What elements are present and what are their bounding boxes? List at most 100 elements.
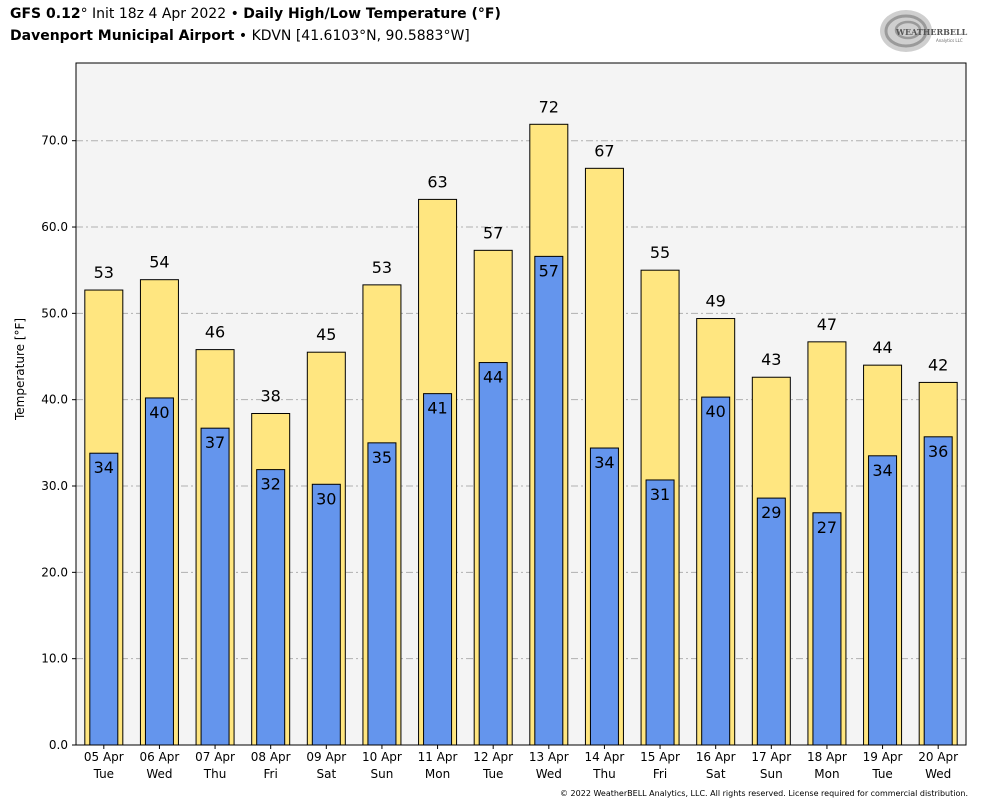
- y-tick-label: 50.0: [41, 306, 68, 320]
- low-bar: [923, 436, 953, 746]
- low-value-label: 27: [817, 518, 837, 537]
- x-tick-label-date: 10 Apr: [362, 750, 402, 764]
- y-tick-label: 70.0: [41, 134, 68, 148]
- x-tick-label-date: 14 Apr: [585, 750, 625, 764]
- product-name: Daily High/Low Temperature (°F): [243, 6, 501, 22]
- x-tick-label-date: 11 Apr: [418, 750, 458, 764]
- high-value-label: 45: [316, 325, 336, 344]
- low-bar: [256, 469, 286, 746]
- high-value-label: 46: [205, 323, 225, 342]
- x-axis: 05 Apr Tue 06 Apr Wed 07 Apr Thu 08 Apr Fri 09 A…: [84, 745, 958, 781]
- low-value-label: 41: [427, 399, 447, 418]
- x-tick-label-date: 07 Apr: [195, 750, 235, 764]
- low-value-label: 29: [761, 503, 781, 522]
- y-tick-label: 20.0: [41, 565, 68, 579]
- chart-title-line-1: GFS 0.12° Init 18z 4 Apr 2022 • Daily Hi…: [10, 6, 501, 22]
- x-tick-label-weekday: Mon: [814, 767, 839, 781]
- logo-subtext: Analytics LLC: [936, 38, 963, 43]
- x-tick-label-weekday: Thu: [592, 767, 616, 781]
- low-value-label: 32: [261, 475, 281, 494]
- x-tick-label-date: 08 Apr: [251, 750, 291, 764]
- x-tick-label-date: 16 Apr: [696, 750, 736, 764]
- high-value-label: 67: [594, 141, 614, 160]
- weatherbell-logo: WEATHERBELL Analytics LLC: [880, 10, 968, 52]
- station-info: • KDVN [41.6103°N, 90.5883°W]: [234, 28, 470, 44]
- plot-frame: [75, 62, 967, 746]
- init-text: ° Init 18z 4 Apr 2022 •: [80, 6, 244, 22]
- high-value-label: 38: [261, 386, 281, 405]
- model-name: GFS 0.12: [10, 6, 81, 22]
- x-tick-label-weekday: Wed: [925, 767, 951, 781]
- low-bar: [200, 427, 230, 746]
- low-value-label: 34: [94, 458, 114, 477]
- low-value-label: 57: [539, 261, 559, 280]
- y-tick-label: 10.0: [41, 652, 68, 666]
- high-value-label: 53: [94, 263, 114, 282]
- x-tick-label-date: 18 Apr: [807, 750, 847, 764]
- high-value-label: 53: [372, 258, 392, 277]
- x-tick-label-date: 20 Apr: [918, 750, 958, 764]
- high-value-label: 55: [650, 243, 670, 262]
- high-value-label: 57: [483, 223, 503, 242]
- x-tick-label-date: 17 Apr: [751, 750, 791, 764]
- x-tick-label-date: 12 Apr: [473, 750, 513, 764]
- low-value-label: 37: [205, 433, 225, 452]
- y-axis: 0.0 10.0 20.0 30.0 40.0 50.0 60.0 70.0: [41, 134, 76, 752]
- x-tick-label-date: 19 Apr: [863, 750, 903, 764]
- y-tick-label: 40.0: [41, 393, 68, 407]
- low-bar: [89, 452, 119, 746]
- high-value-label: 72: [539, 97, 559, 116]
- low-value-label: 36: [928, 442, 948, 461]
- chart-title-line-2: Davenport Municipal Airport • KDVN [41.6…: [10, 28, 470, 44]
- y-tick-label: 60.0: [41, 220, 68, 234]
- low-bar: [311, 483, 341, 746]
- low-value-label: 34: [872, 461, 892, 480]
- low-bar: [756, 497, 786, 746]
- low-bar: [812, 512, 842, 746]
- low-bar: [478, 362, 508, 746]
- high-value-label: 42: [928, 355, 948, 374]
- x-tick-label-date: 13 Apr: [529, 750, 569, 764]
- x-tick-label-date: 09 Apr: [306, 750, 346, 764]
- low-value-label: 40: [149, 403, 169, 422]
- high-value-label: 43: [761, 350, 781, 369]
- high-value-label: 47: [817, 315, 837, 334]
- low-bar: [367, 442, 397, 746]
- low-bar: [144, 397, 174, 746]
- high-value-label: 54: [149, 253, 169, 272]
- logo-text: WEATHERBELL: [895, 27, 968, 37]
- y-axis-label: Temperature [°F]: [13, 317, 27, 420]
- x-tick-label-weekday: Mon: [425, 767, 450, 781]
- low-value-label: 34: [594, 453, 614, 472]
- low-value-label: 30: [316, 489, 336, 508]
- x-tick-label-weekday: Sun: [760, 767, 783, 781]
- low-bar: [534, 255, 564, 746]
- y-tick-label: 30.0: [41, 479, 68, 493]
- x-tick-label-date: 06 Apr: [140, 750, 180, 764]
- low-bar: [423, 393, 453, 746]
- x-tick-label-weekday: Sun: [371, 767, 394, 781]
- x-tick-label-weekday: Tue: [482, 767, 504, 781]
- x-tick-label-weekday: Wed: [146, 767, 172, 781]
- x-tick-label-weekday: Tue: [93, 767, 115, 781]
- low-value-label: 40: [706, 402, 726, 421]
- x-tick-label-date: 15 Apr: [640, 750, 680, 764]
- x-tick-label-date: 05 Apr: [84, 750, 124, 764]
- station-name: Davenport Municipal Airport: [10, 28, 235, 44]
- x-tick-label-weekday: Wed: [536, 767, 562, 781]
- low-value-label: 31: [650, 485, 670, 504]
- x-tick-label-weekday: Fri: [653, 767, 667, 781]
- high-value-label: 63: [427, 172, 447, 191]
- low-bar: [645, 479, 675, 746]
- x-tick-label-weekday: Sat: [706, 767, 726, 781]
- x-tick-label-weekday: Thu: [203, 767, 227, 781]
- x-tick-label-weekday: Fri: [264, 767, 278, 781]
- low-bar: [589, 447, 619, 746]
- low-bar: [701, 396, 731, 746]
- low-value-label: 35: [372, 448, 392, 467]
- x-tick-label-weekday: Tue: [871, 767, 893, 781]
- low-bar: [868, 455, 898, 746]
- x-tick-label-weekday: Sat: [316, 767, 336, 781]
- copyright-notice: © 2022 WeatherBELL Analytics, LLC. All r…: [560, 789, 968, 798]
